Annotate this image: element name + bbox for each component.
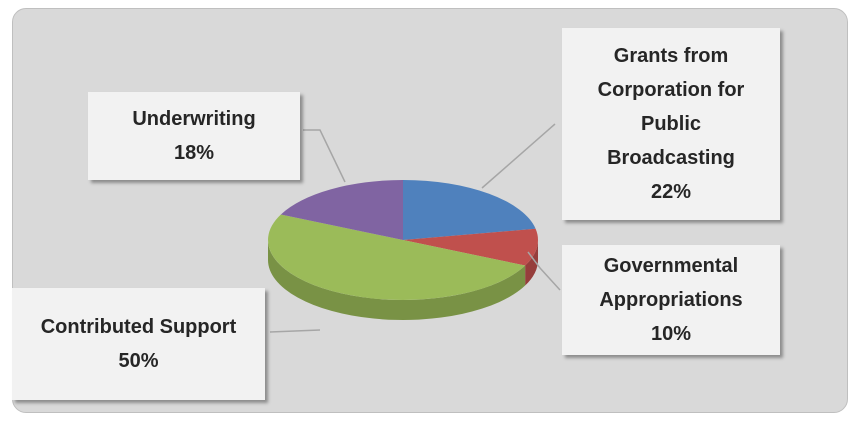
pie-slice	[403, 228, 538, 286]
leader-line	[527, 251, 561, 291]
value-label: 18%	[173, 142, 215, 164]
slice-top	[403, 180, 536, 240]
category-name: Contributed Support	[40, 316, 237, 338]
slice-top	[268, 214, 526, 300]
data-label: Underwriting 18%	[88, 92, 300, 180]
value-label: 22%	[650, 181, 692, 203]
pie-slice	[403, 180, 536, 240]
leader-line	[481, 123, 556, 189]
category-name: Governmental Appropriations	[599, 255, 743, 311]
pie-slice	[280, 180, 403, 240]
slice-side	[268, 240, 526, 321]
category-name: Underwriting	[132, 108, 256, 130]
leader-line	[303, 129, 346, 183]
slice-top	[280, 180, 403, 240]
pie-slice	[268, 214, 526, 321]
category-name: Grants from Corporation for Public Broad…	[597, 45, 745, 169]
leader-line	[269, 329, 321, 333]
slice-top	[403, 228, 538, 266]
value-label: 10%	[650, 323, 692, 345]
slice-side	[525, 240, 538, 286]
value-label: 50%	[118, 350, 159, 372]
data-label: Governmental Appropriations 10%	[562, 245, 780, 355]
data-label: Contributed Support 50%	[12, 288, 265, 400]
data-label: Grants from Corporation for Public Broad…	[562, 28, 780, 220]
